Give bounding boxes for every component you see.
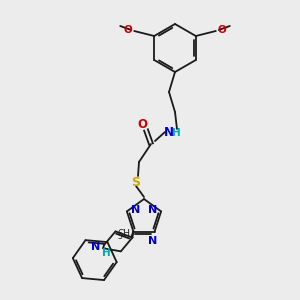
Text: N: N [131, 206, 140, 215]
Text: O: O [124, 25, 132, 35]
Text: CH: CH [118, 229, 130, 238]
Text: N: N [148, 236, 157, 246]
Text: N: N [164, 125, 174, 139]
Text: N: N [148, 206, 157, 215]
Text: N: N [91, 242, 100, 252]
Text: O: O [137, 118, 147, 131]
Text: H: H [102, 248, 110, 258]
Text: O: O [218, 25, 226, 35]
Text: S: S [131, 176, 140, 188]
Text: 3: 3 [118, 232, 123, 241]
Text: H: H [172, 128, 180, 138]
